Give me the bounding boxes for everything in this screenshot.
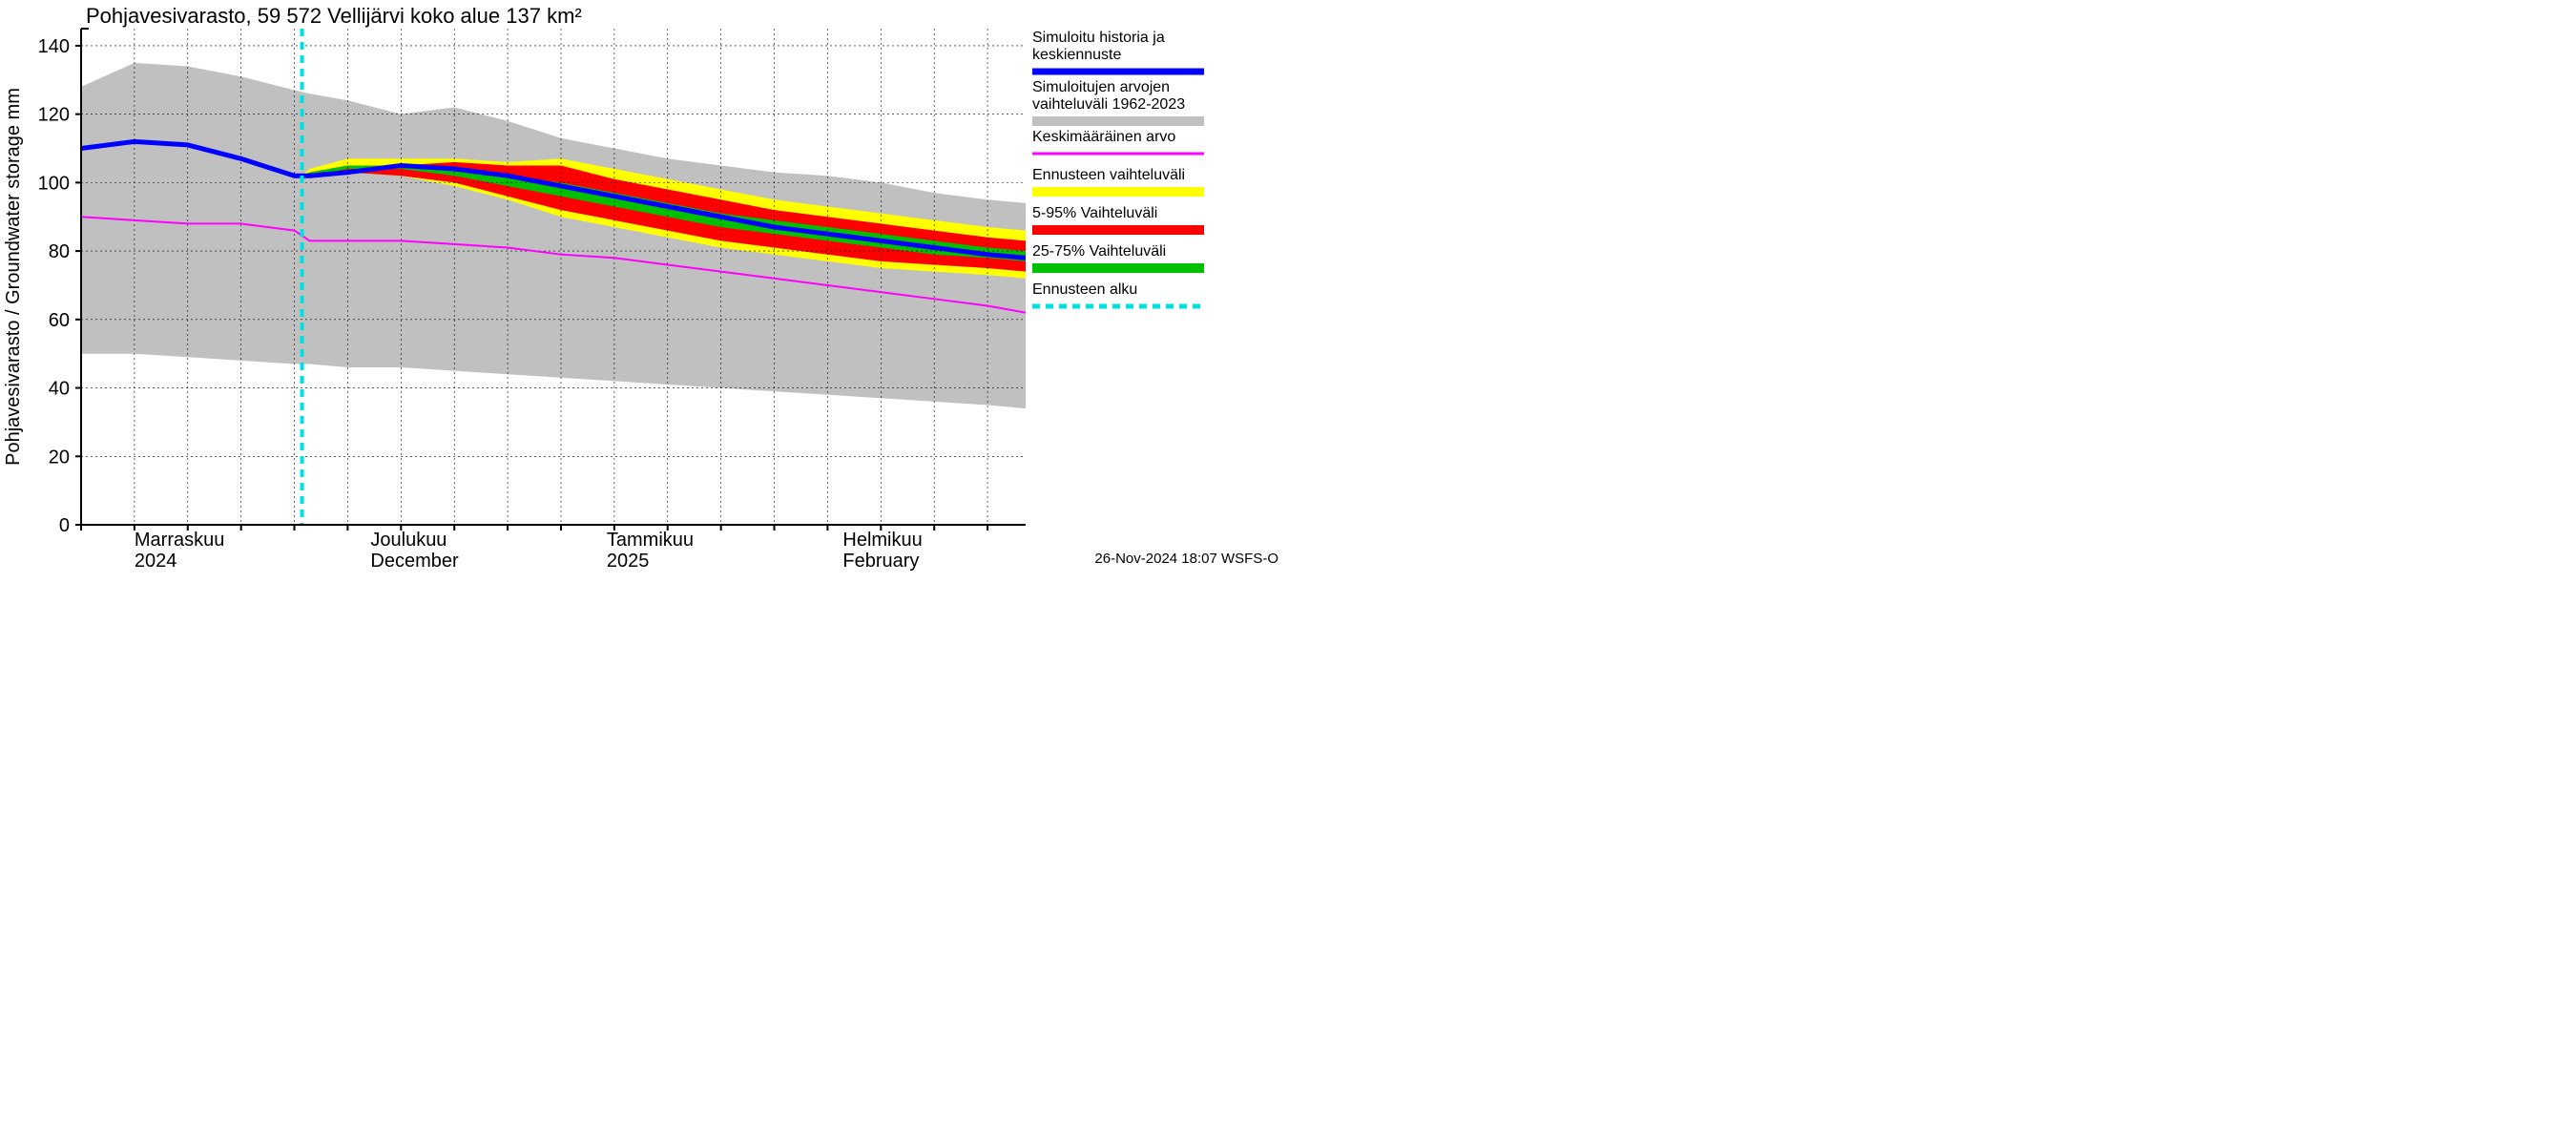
y-tick-label: 140 xyxy=(38,36,70,57)
chart-container: 0 20 40 60 80 100 120 140 Marraskuu2024 JoulukuuD… xyxy=(0,0,1288,572)
y-tick-label: 40 xyxy=(49,379,70,400)
x-month-label: Tammikuu xyxy=(607,530,694,551)
legend-swatch xyxy=(1032,187,1204,197)
legend-label: Ennusteen alku xyxy=(1032,281,1137,298)
y-tick-label: 100 xyxy=(38,173,70,194)
legend-label: Simuloitu historia ja xyxy=(1032,30,1165,46)
footer-timestamp: 26-Nov-2024 18:07 WSFS-O xyxy=(1094,551,1278,567)
x-month-label2: February xyxy=(842,551,919,572)
legend-swatch xyxy=(1032,263,1204,273)
legend-label: Ennusteen vaihteluväli xyxy=(1032,167,1185,183)
y-tick-label: 0 xyxy=(59,515,70,536)
legend-label: vaihteluväli 1962-2023 xyxy=(1032,96,1185,113)
x-month-label2: December xyxy=(370,551,459,572)
y-tick-label: 80 xyxy=(49,241,70,262)
x-month-label: Joulukuu xyxy=(370,530,447,551)
y-tick-label: 20 xyxy=(49,447,70,468)
chart-title: Pohjavesivarasto, 59 572 Vellijärvi koko… xyxy=(86,4,582,28)
legend-swatch xyxy=(1032,225,1204,235)
y-tick-label: 120 xyxy=(38,105,70,126)
legend-label: 5-95% Vaihteluväli xyxy=(1032,205,1157,221)
x-month-label2: 2024 xyxy=(135,551,177,572)
y-tick-label: 60 xyxy=(49,310,70,331)
legend-label: Keskimääräinen arvo xyxy=(1032,129,1175,145)
legend: Simuloitu historia jakeskiennuste Simuloi… xyxy=(1032,30,1204,306)
x-month-label: Marraskuu xyxy=(135,530,224,551)
legend-label: Simuloitujen arvojen xyxy=(1032,79,1170,95)
legend-label: 25-75% Vaihteluväli xyxy=(1032,243,1166,260)
legend-swatch xyxy=(1032,116,1204,126)
legend-label: keskiennuste xyxy=(1032,47,1121,63)
chart-svg: 0 20 40 60 80 100 120 140 Marraskuu2024 JoulukuuD… xyxy=(0,0,1288,572)
x-month-label2: 2025 xyxy=(607,551,650,572)
x-month-label: Helmikuu xyxy=(842,530,922,551)
y-axis-label: Pohjavesivarasto / Groundwater storage m… xyxy=(3,88,24,466)
